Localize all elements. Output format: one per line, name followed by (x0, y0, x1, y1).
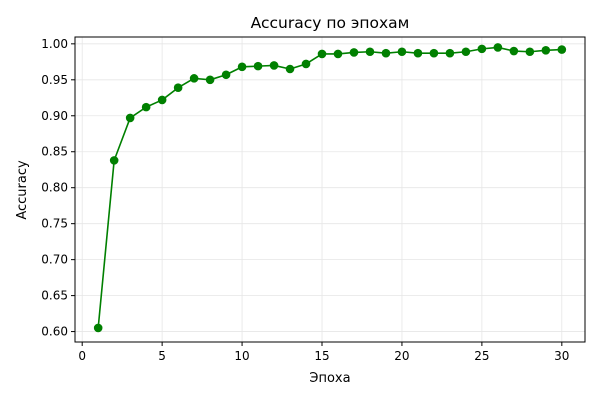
y-tick-label: 0.95 (41, 73, 68, 87)
chart-title: Accuracy по эпохам (251, 14, 410, 32)
data-point (285, 64, 295, 74)
data-point (429, 48, 439, 58)
data-point (269, 61, 279, 70)
data-point (125, 113, 135, 123)
data-point (221, 70, 231, 80)
data-point (333, 49, 343, 59)
x-tick-label: 15 (314, 349, 329, 363)
y-tick-label: 0.85 (41, 145, 68, 159)
y-tick-label: 0.90 (41, 109, 68, 123)
x-tick-label: 5 (158, 349, 166, 363)
y-tick-label: 1.00 (41, 37, 68, 51)
x-axis-title: Эпоха (309, 371, 350, 386)
data-point (477, 44, 487, 54)
data-point (413, 48, 423, 58)
x-tick-label: 10 (234, 349, 249, 363)
y-axis-title: Accuracy (15, 160, 30, 220)
data-point (157, 95, 167, 105)
data-point (93, 323, 103, 333)
data-point (349, 48, 359, 57)
data-point (541, 46, 551, 55)
series-group (93, 43, 567, 333)
y-tick-label: 0.70 (41, 253, 68, 267)
y-tick-label: 0.75 (41, 217, 68, 231)
data-point (173, 83, 183, 93)
data-point (365, 47, 375, 57)
data-point (253, 61, 263, 71)
data-point (397, 47, 407, 57)
plot-frame (74, 36, 586, 343)
data-point (445, 48, 455, 58)
axis-ticks: 0 5 10 15 20 25 30 0.60 0.65 0.70 0.75 0.80 0.85 0.90… (41, 37, 569, 363)
x-tick-label: 30 (554, 349, 569, 363)
y-tick-label: 0.65 (41, 289, 68, 303)
data-point (557, 45, 567, 54)
data-point (525, 47, 535, 57)
y-tick-label: 0.80 (41, 181, 68, 195)
data-point (301, 59, 311, 69)
data-point (317, 49, 327, 59)
x-tick-label: 20 (394, 349, 409, 363)
y-tick-label: 0.60 (41, 325, 68, 339)
data-point (461, 47, 471, 57)
data-point (381, 48, 391, 58)
data-point (493, 43, 503, 52)
data-point (205, 75, 215, 85)
data-point (109, 156, 119, 165)
grid-lines (75, 37, 585, 342)
x-tick-label: 25 (474, 349, 489, 363)
data-point (141, 102, 151, 112)
data-point (509, 46, 519, 56)
data-point (189, 74, 199, 83)
x-tick-label: 0 (78, 349, 86, 363)
data-point (237, 62, 247, 72)
